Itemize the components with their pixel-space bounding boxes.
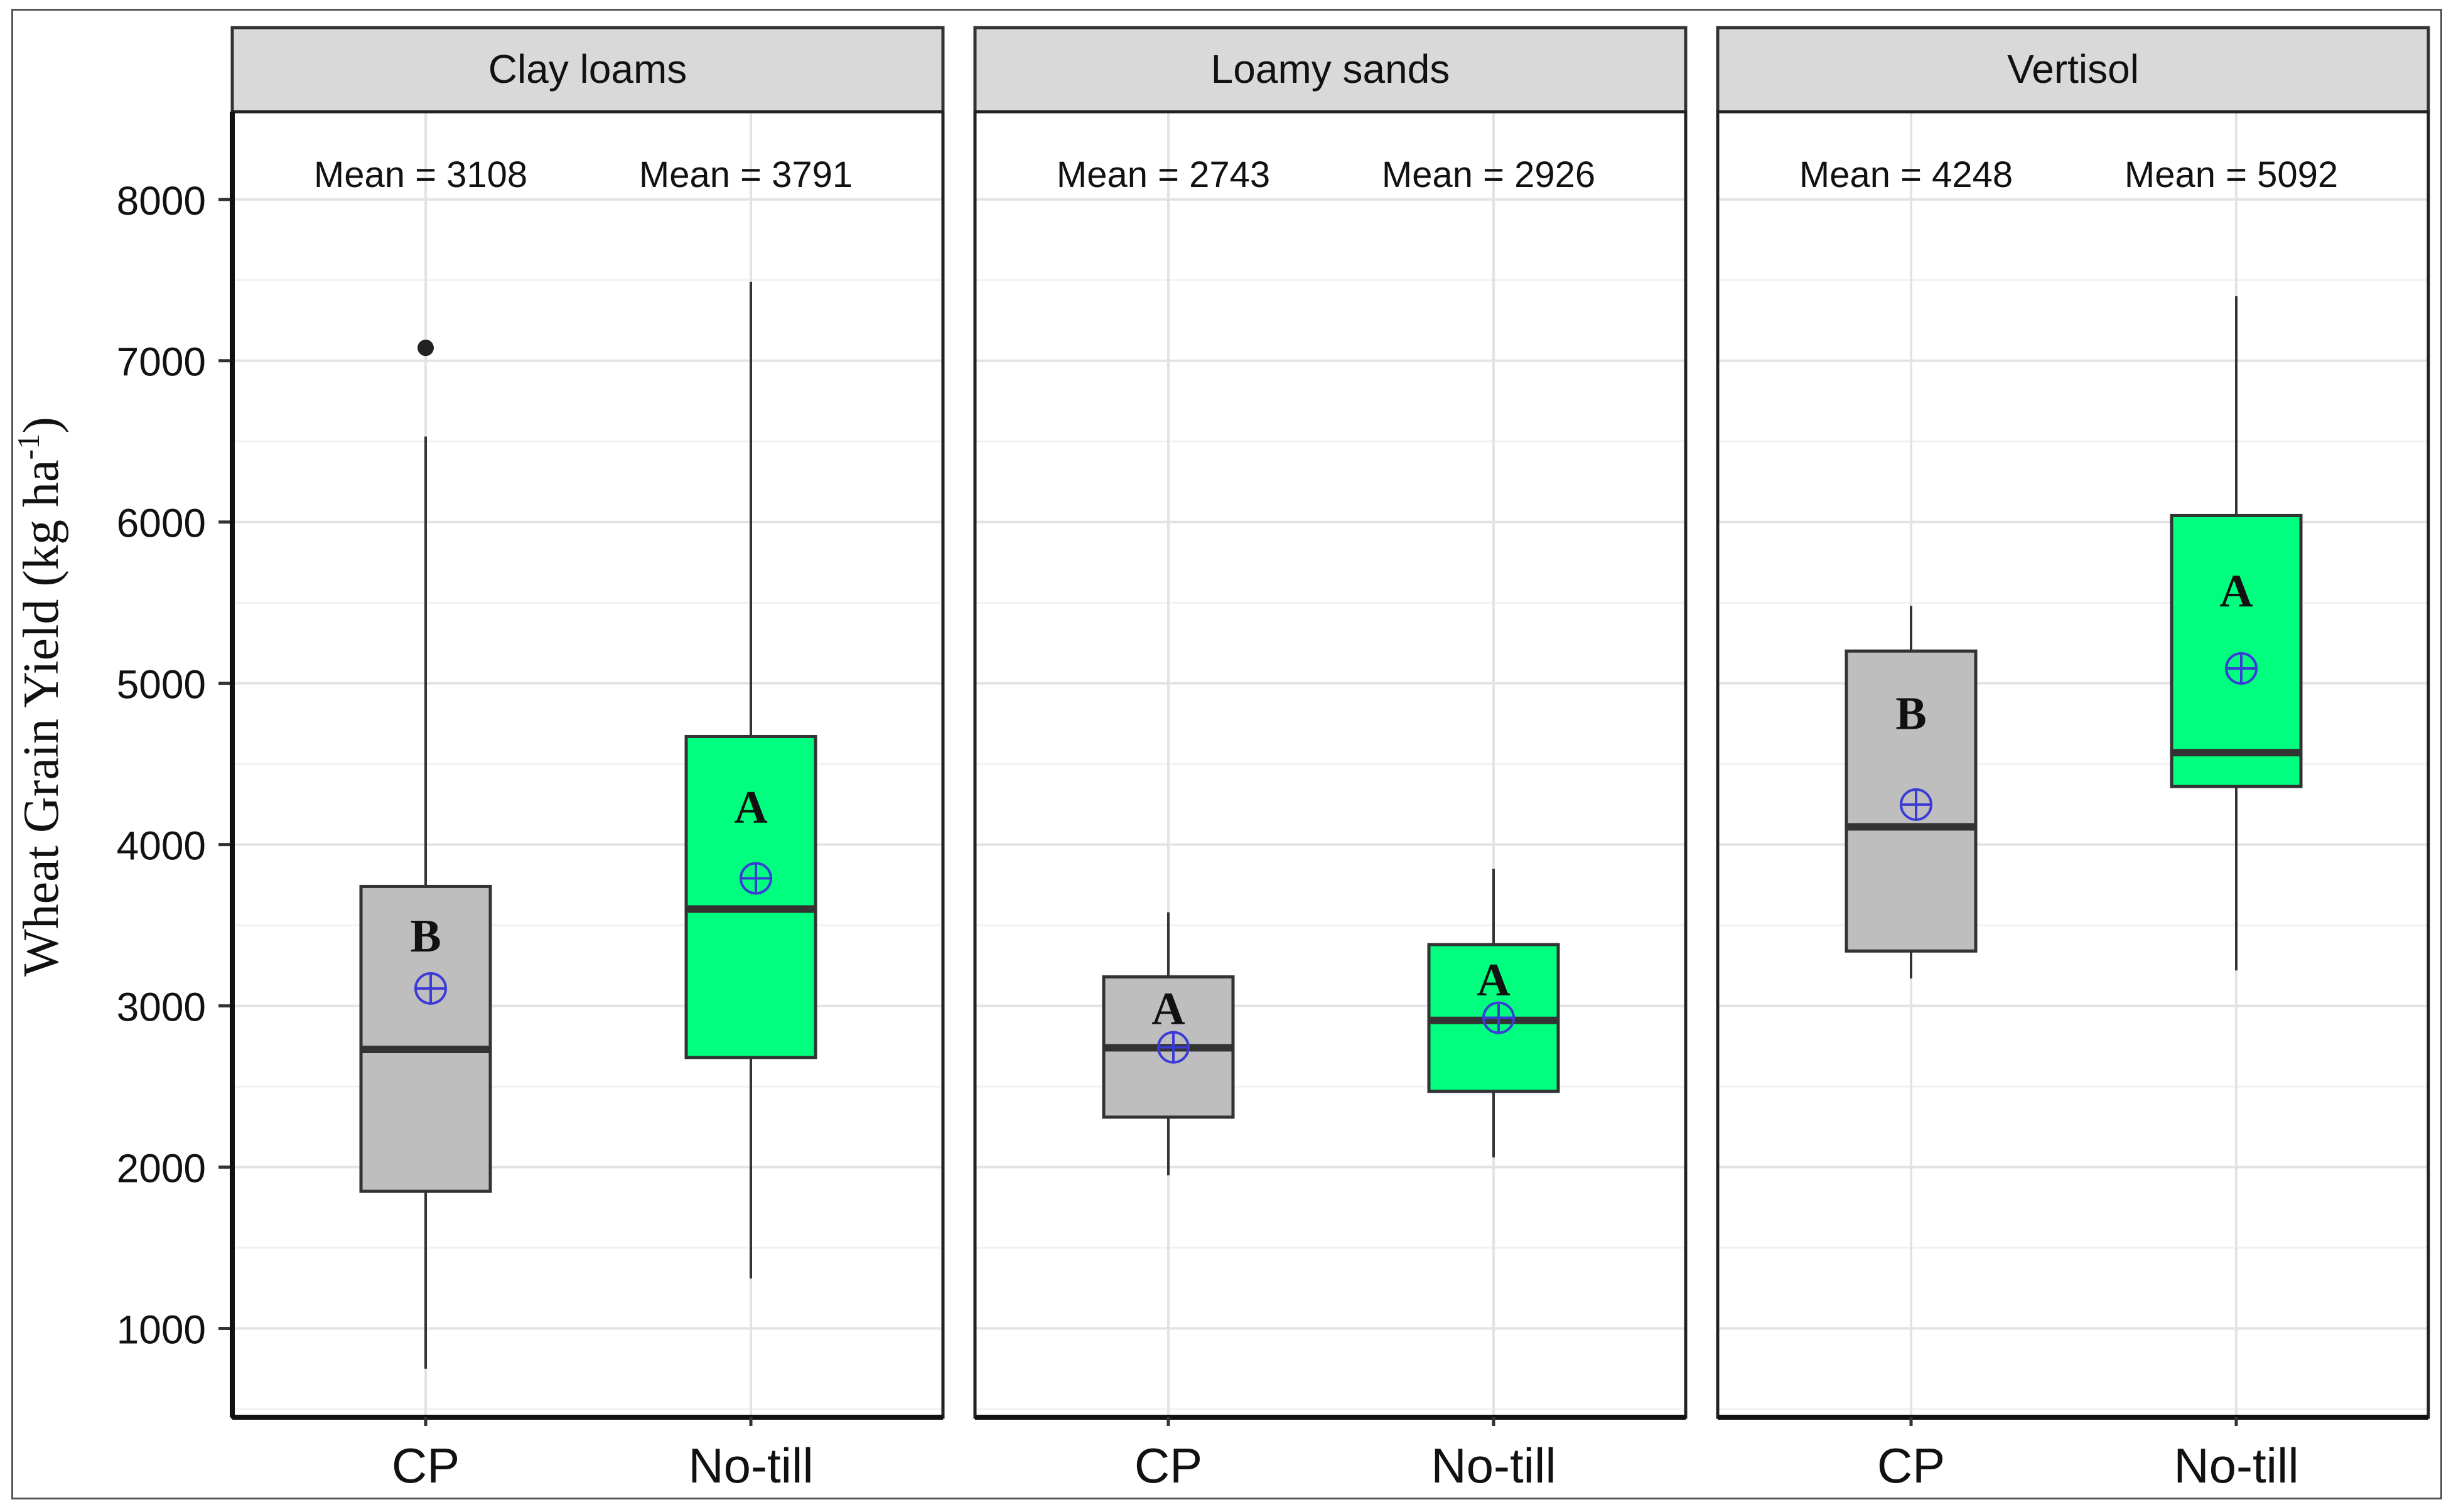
box-cp: B bbox=[359, 340, 492, 1369]
mean-annotation: Mean = 2926 bbox=[1382, 154, 1595, 195]
facet-panels: Clay loams Mean = 3108 Mean = 3791 B A CP No-t… bbox=[230, 26, 2430, 1493]
y-axis-title: Wheat Grain Yield (kg ha-1) bbox=[11, 417, 69, 977]
x-tick-label: CP bbox=[1877, 1438, 1945, 1493]
mean-marker bbox=[2225, 652, 2258, 685]
panel-title: Vertisol bbox=[2007, 46, 2139, 92]
significance-letter: B bbox=[1895, 688, 1926, 739]
box-rect bbox=[684, 734, 817, 1059]
y-axis: 1000 2000 3000 4000 5000 6000 7000 8000 bbox=[117, 178, 230, 1353]
x-tick-label: CP bbox=[392, 1438, 460, 1493]
mean-annotation: Mean = 4248 bbox=[1799, 154, 2013, 195]
box-no-till: A bbox=[684, 281, 817, 1279]
y-tick-label: 2000 bbox=[117, 1146, 206, 1191]
significance-letter: A bbox=[734, 782, 767, 834]
mean-marker bbox=[1157, 1031, 1190, 1064]
strip-header bbox=[973, 26, 1688, 114]
y-axis-title-close: ) bbox=[14, 417, 69, 434]
mean-annotation: Mean = 2743 bbox=[1057, 154, 1270, 195]
mean-marker bbox=[1900, 788, 1932, 821]
y-tick-label: 3000 bbox=[117, 985, 206, 1030]
y-axis-title-text: Wheat Grain Yield (kg ha bbox=[14, 459, 69, 976]
facet-panel: Clay loams Mean = 3108 Mean = 3791 B A CP No-t… bbox=[230, 26, 945, 1493]
mean-annotation: Mean = 3791 bbox=[639, 154, 853, 195]
outlier-point bbox=[417, 340, 434, 357]
x-tick-label: CP bbox=[1134, 1438, 1202, 1493]
strip-header bbox=[1716, 26, 2430, 114]
x-tick-label: No-till bbox=[688, 1438, 813, 1493]
box-no-till: A bbox=[2170, 296, 2303, 971]
y-tick-label: 4000 bbox=[117, 823, 206, 869]
panel-title: Clay loams bbox=[488, 46, 687, 92]
box-rect bbox=[1845, 649, 1978, 953]
significance-letter: A bbox=[1151, 984, 1185, 1035]
mean-marker bbox=[414, 972, 447, 1005]
mean-marker bbox=[740, 862, 772, 895]
mean-annotation: Mean = 5092 bbox=[2125, 154, 2338, 195]
x-tick-label: No-till bbox=[2173, 1438, 2298, 1493]
facet-panel: Loamy sands Mean = 2743 Mean = 2926 A A CP No-… bbox=[973, 26, 1688, 1493]
y-tick-label: 8000 bbox=[117, 178, 206, 223]
box-no-till: A bbox=[1427, 869, 1560, 1158]
y-tick-label: 6000 bbox=[117, 501, 206, 546]
box-cp: A bbox=[1102, 912, 1235, 1176]
y-axis-title-superscript: -1 bbox=[11, 434, 46, 460]
significance-letter: B bbox=[410, 911, 441, 962]
box-cp: B bbox=[1845, 606, 1978, 979]
x-tick-label: No-till bbox=[1431, 1438, 1556, 1493]
box-rect bbox=[359, 884, 492, 1193]
significance-letter: A bbox=[2219, 566, 2253, 617]
y-tick-label: 5000 bbox=[117, 662, 206, 707]
mean-marker bbox=[1482, 1001, 1515, 1034]
box-rect bbox=[2170, 513, 2303, 788]
y-tick-label: 1000 bbox=[117, 1307, 206, 1353]
significance-letter: A bbox=[1477, 954, 1510, 1005]
facet-panel: Vertisol Mean = 4248 Mean = 5092 B A CP No-til… bbox=[1716, 26, 2430, 1493]
mean-annotation: Mean = 3108 bbox=[314, 154, 527, 195]
panel-title: Loamy sands bbox=[1211, 46, 1450, 92]
y-tick-label: 7000 bbox=[117, 340, 206, 385]
